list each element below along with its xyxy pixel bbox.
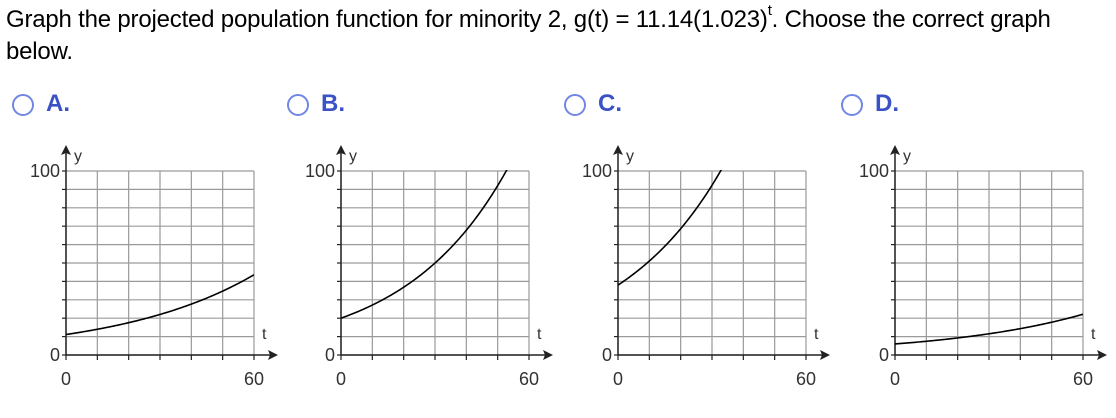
option-letter: C. (598, 90, 622, 117)
graph-2: 100 00 60 y t (305, 145, 553, 389)
graph-3: 100 00 60 y t (582, 145, 830, 389)
answer-option-d[interactable]: D. 100 0 0 60 y t (841, 84, 1111, 414)
question-suffix: . Choose the correct graph below. (6, 6, 1051, 65)
y-tick-label-max: 100 (305, 161, 335, 181)
y-tick-label-max: 100 (859, 161, 889, 181)
answer-option-c[interactable]: C. 100 0 0 60 y t (564, 84, 834, 414)
y-axis-label: y (903, 148, 911, 165)
graph-4: 100 00 60 y t (859, 145, 1107, 389)
x-axis-label: t (814, 326, 819, 343)
x-axis-arrow-icon (543, 350, 553, 360)
series-line (895, 313, 1083, 345)
question-text: Graph the projected population function … (6, 2, 1106, 68)
x-axis-arrow-icon (268, 350, 278, 360)
x-tick-label-min: 0 (336, 369, 346, 389)
y-tick-label-min: 0 (602, 345, 612, 365)
x-tick-label-min: 0 (890, 369, 900, 389)
x-axis-arrow-icon (820, 350, 830, 360)
x-tick-label-min: 0 (61, 369, 71, 389)
option-letter: A. (46, 90, 70, 117)
grid (617, 170, 807, 356)
y-axis-arrow-icon (61, 145, 71, 155)
grid (894, 170, 1084, 356)
x-axis-arrow-icon (1097, 350, 1107, 360)
x-axis-label: t (262, 326, 267, 343)
x-axis-label: t (537, 326, 542, 343)
radio-button[interactable] (287, 94, 309, 116)
y-axis-label: y (349, 148, 357, 165)
y-axis-arrow-icon (613, 145, 623, 155)
x-tick-label-max: 60 (796, 369, 816, 389)
question-exponent: t (767, 2, 772, 19)
question-prefix: Graph the projected population function … (6, 6, 768, 33)
y-axis-label: y (626, 148, 634, 165)
series-line (66, 274, 254, 336)
series-line (618, 170, 723, 286)
answer-option-b[interactable]: B. 100 0 0 60 y t (287, 84, 557, 414)
answer-option-a[interactable]: A. 100 0 0 60 y t (12, 84, 282, 414)
y-tick-label-min: 0 (50, 345, 60, 365)
radio-button[interactable] (841, 94, 863, 116)
x-tick-label-max: 60 (244, 369, 264, 389)
x-tick-label-max: 60 (1073, 369, 1093, 389)
radio-button[interactable] (564, 94, 586, 116)
y-axis-arrow-icon (890, 145, 900, 155)
x-tick-label-max: 60 (519, 369, 539, 389)
y-axis-label: y (74, 148, 82, 165)
y-tick-label-min: 0 (325, 345, 335, 365)
x-axis-label: t (1091, 326, 1096, 343)
grid (65, 170, 255, 356)
y-tick-label-max: 100 (30, 161, 60, 181)
y-tick-label-min: 0 (879, 345, 889, 365)
graph-1: 100 00 60 y t (30, 145, 278, 389)
x-tick-label-min: 0 (613, 369, 623, 389)
option-letter: D. (875, 90, 899, 117)
radio-button[interactable] (12, 94, 34, 116)
option-letter: B. (321, 90, 345, 117)
y-tick-label-max: 100 (582, 161, 612, 181)
series-line (341, 170, 508, 319)
y-axis-arrow-icon (336, 145, 346, 155)
